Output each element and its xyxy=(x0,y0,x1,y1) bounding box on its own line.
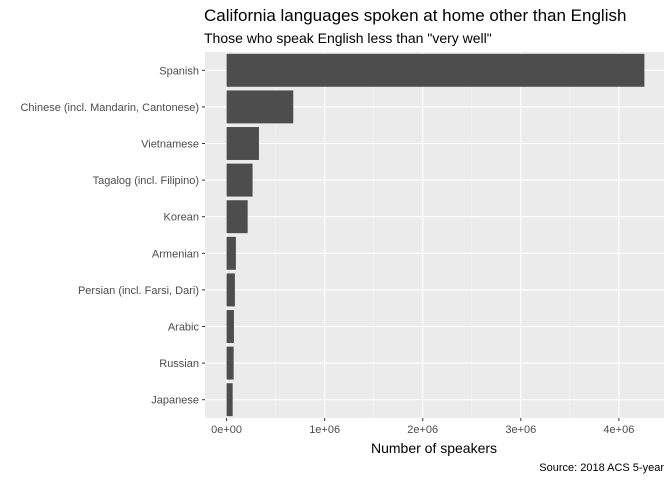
y-tick-label: Japanese xyxy=(151,395,199,407)
x-tick-label: 1e+06 xyxy=(309,424,340,436)
bar xyxy=(226,200,248,234)
x-axis: 0e+00 1e+06 2e+06 3e+06 4e+06 xyxy=(211,418,634,436)
y-tick-label: Armenian xyxy=(152,248,199,260)
y-tick-label: Spanish xyxy=(159,65,199,77)
bar xyxy=(226,127,259,160)
x-tick-label: 0e+00 xyxy=(211,424,242,436)
x-axis-title: Number of speakers xyxy=(371,440,497,456)
y-tick-label: Arabic xyxy=(168,322,200,334)
bar xyxy=(226,163,253,197)
bar xyxy=(226,90,294,124)
chart-caption: Source: 2018 ACS 5-year xyxy=(539,462,664,474)
bar xyxy=(226,273,235,307)
y-axis: Spanish Chinese (incl. Mandarin, Cantones… xyxy=(20,65,205,407)
y-tick-label: Chinese (incl. Mandarin, Cantonese) xyxy=(20,102,199,114)
chart-title: California languages spoken at home othe… xyxy=(204,6,626,25)
y-tick-label: Korean xyxy=(164,212,199,224)
y-tick-label: Russian xyxy=(159,358,199,370)
chart-subtitle: Those who speak English less than "very … xyxy=(204,30,492,46)
y-tick-label: Tagalog (incl. Filipino) xyxy=(93,175,199,187)
x-tick-label: 2e+06 xyxy=(407,424,438,436)
bar xyxy=(226,53,645,87)
bar xyxy=(226,383,233,417)
x-tick-label: 4e+06 xyxy=(603,424,634,436)
x-tick-label: 3e+06 xyxy=(505,424,536,436)
y-tick-label: Vietnamese xyxy=(141,139,199,151)
bar xyxy=(226,236,236,270)
bar xyxy=(226,310,234,343)
bar xyxy=(226,346,234,380)
y-tick-label: Persian (incl. Farsi, Dari) xyxy=(78,285,199,297)
bars xyxy=(226,53,645,417)
